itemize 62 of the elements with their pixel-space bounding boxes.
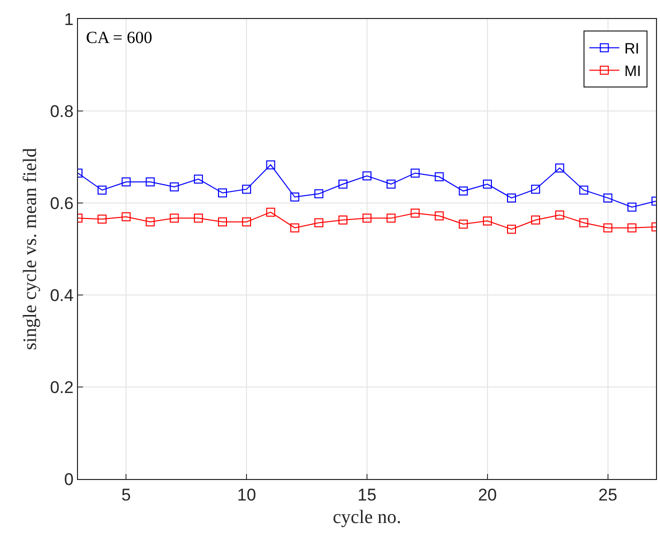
point (434, 172, 444, 182)
x-tick-label: 10 (237, 485, 256, 504)
point (122, 212, 131, 222)
y-tick-label: 0 (64, 470, 74, 489)
point (338, 216, 348, 225)
point (218, 188, 227, 198)
point (170, 182, 179, 192)
point (266, 208, 276, 217)
y-tick-label: 0.8 (50, 102, 74, 121)
point (266, 160, 276, 170)
point (194, 174, 203, 184)
point (531, 216, 540, 225)
point (314, 218, 324, 228)
legend-label: RI (624, 40, 640, 58)
x-tick-label: 25 (598, 485, 618, 504)
point (314, 189, 324, 198)
point (531, 184, 540, 194)
x-tick-label: 5 (121, 485, 131, 504)
y-tick-label: 1 (64, 10, 74, 29)
point (555, 210, 564, 220)
point (507, 224, 516, 234)
point (458, 186, 468, 196)
point (194, 214, 203, 223)
point (290, 223, 300, 232)
y-tick-label: 0.2 (50, 378, 74, 397)
point (146, 177, 155, 186)
x-tick-label: 15 (358, 485, 376, 504)
point (434, 211, 444, 220)
y-axis-title: single cycle vs. mean field (20, 147, 41, 350)
point (579, 186, 588, 195)
point (218, 217, 227, 226)
point (627, 202, 636, 212)
legend-label: MI (624, 63, 641, 80)
point (146, 217, 155, 226)
point (482, 180, 492, 189)
annotation: CA = 600 (86, 28, 152, 47)
point (458, 220, 468, 229)
x-axis-title: cycle no. (332, 507, 402, 528)
point (98, 214, 107, 224)
point (386, 214, 396, 223)
point (507, 193, 516, 202)
point (170, 214, 179, 223)
point (242, 184, 252, 194)
y-tick-label: 0.6 (50, 194, 74, 213)
point (627, 223, 636, 232)
point (482, 216, 492, 226)
x-tick-label: 20 (478, 485, 497, 504)
point (122, 177, 131, 186)
point (290, 192, 300, 202)
point (603, 223, 612, 232)
point (362, 171, 372, 180)
point (386, 180, 396, 189)
point (242, 217, 252, 226)
point (338, 180, 348, 189)
point (98, 186, 107, 195)
point (410, 208, 420, 218)
point (579, 218, 588, 228)
point (555, 164, 564, 173)
point (603, 193, 612, 202)
y-tick-label: 0.4 (50, 286, 74, 305)
point (410, 168, 420, 178)
point (362, 214, 372, 223)
